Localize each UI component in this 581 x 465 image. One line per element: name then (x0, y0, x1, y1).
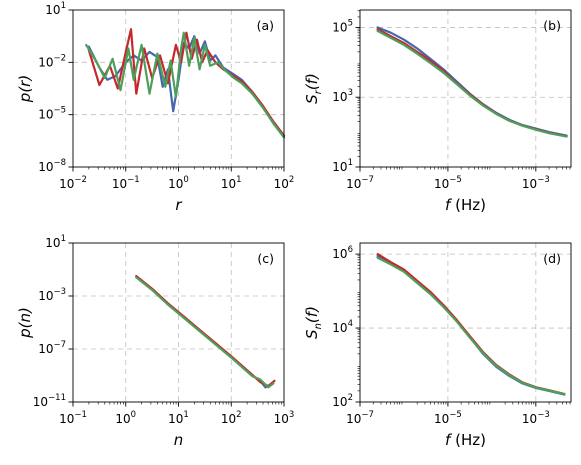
x-axis-label: f (Hz) (445, 431, 486, 449)
y-tick-label: 105 (332, 18, 353, 34)
x-axis-label: f (Hz) (445, 196, 486, 214)
y-axis-label: p(r) (16, 75, 34, 103)
x-tick-label: 102 (274, 175, 295, 191)
panel-c: 10−1 100 101 102 103 10−11 10−7 10−3 101 (c) n p(n) (16, 234, 294, 449)
series-line-red (87, 28, 286, 137)
plot-frame (359, 9, 572, 168)
x-tick-label: 101 (221, 175, 242, 191)
x-tick-label: 10−1 (112, 175, 140, 191)
series-line-green (376, 256, 566, 396)
y-tick-label: 10−11 (33, 393, 66, 409)
panel-b: 10−7 10−5 10−3 101 103 105 (b) f (Hz) Sr(f) (303, 9, 572, 214)
series-line-green (85, 31, 286, 139)
y-tick-label: 106 (332, 245, 353, 261)
x-tick-label: 100 (115, 410, 136, 426)
panel-label: (b) (543, 18, 561, 33)
series-line-blue (376, 254, 566, 396)
x-tick-label: 10−3 (522, 175, 550, 191)
panel-label: (a) (257, 18, 274, 33)
y-tick-label: 10−3 (38, 287, 66, 303)
y-tick-label: 101 (45, 1, 66, 17)
y-axis-label: Sn(f) (303, 306, 324, 339)
x-tick-label: 10−7 (346, 175, 374, 191)
y-tick-label: 103 (332, 88, 353, 104)
y-tick-label: 104 (332, 319, 353, 335)
series-line-red (376, 253, 566, 395)
y-tick-label: 101 (332, 158, 353, 174)
x-tick-label: 10−1 (59, 410, 87, 426)
series-line-green (135, 276, 275, 389)
panel-a: 10−2 10−1 100 101 102 10−8 10−5 10−2 101 (a) r p(r) (16, 1, 294, 214)
y-tick-label: 10−8 (38, 158, 66, 174)
panel-label: (d) (543, 251, 561, 266)
x-tick-label: 10−2 (59, 175, 87, 191)
x-tick-label: 102 (221, 410, 242, 426)
y-axis-label: Sr(f) (303, 73, 324, 104)
panel-label: (c) (257, 251, 274, 266)
x-tick-label: 101 (168, 410, 189, 426)
y-tick-label: 10−5 (38, 106, 66, 122)
y-tick-label: 101 (45, 234, 66, 250)
x-axis-label: r (175, 196, 182, 214)
series-line-green (376, 29, 568, 138)
y-tick-label: 10−2 (38, 53, 66, 69)
plot-frame (359, 242, 572, 403)
x-tick-label: 10−5 (434, 175, 462, 191)
panel-d: 10−7 10−5 10−3 102 104 106 (d) f (Hz) Sn(f) (303, 242, 572, 449)
x-tick-label: 103 (274, 410, 295, 426)
x-axis-label: n (174, 431, 184, 449)
x-tick-label: 10−7 (346, 410, 374, 426)
y-tick-label: 10−7 (38, 340, 66, 356)
x-tick-label: 10−3 (522, 410, 550, 426)
x-tick-label: 100 (168, 175, 189, 191)
y-axis-label: p(n) (16, 307, 34, 339)
x-tick-label: 10−5 (434, 410, 462, 426)
series-line-red (135, 275, 276, 388)
y-tick-label: 102 (332, 393, 353, 409)
plot-frame (72, 9, 285, 168)
